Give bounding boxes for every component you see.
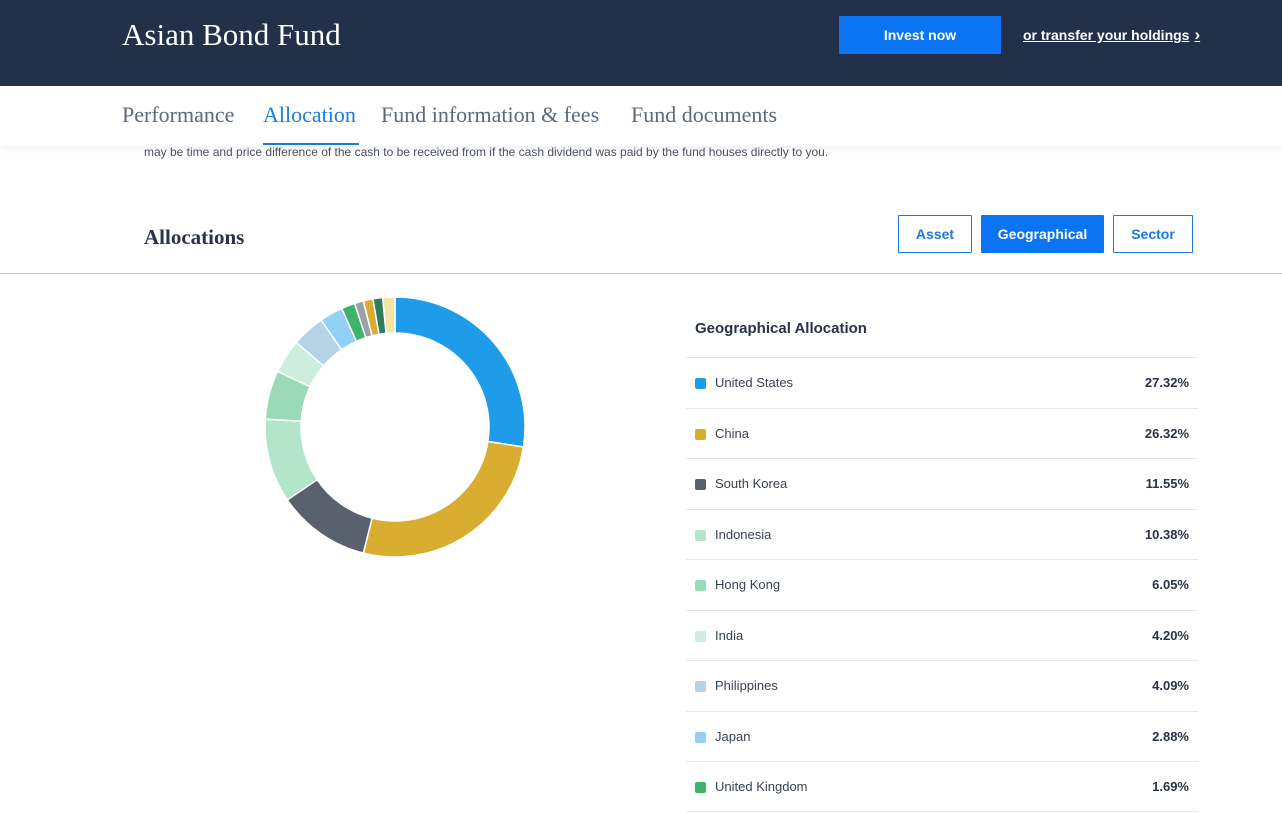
transfer-holdings-link[interactable]: or transfer your holdings › [1023, 24, 1200, 46]
dividend-note: may be time and price difference of the … [144, 145, 829, 159]
legend-row: Japan 2.88% [686, 710, 1198, 762]
legend-row: Hong Kong 6.05% [686, 559, 1198, 610]
legend-value: 1.69% [1152, 779, 1189, 794]
tab-fund-information-fees[interactable]: Fund information & fees [381, 102, 600, 127]
legend-value: 27.32% [1144, 375, 1189, 390]
legend-color-swatch [695, 731, 706, 743]
legend-row: United States 27.32% [686, 357, 1198, 408]
allocation-donut-chart [264, 296, 526, 558]
transfer-holdings-label: or transfer your holdings [1023, 27, 1190, 43]
legend-color-swatch [695, 580, 706, 591]
tab-fund-documents[interactable]: Fund documents [631, 102, 778, 127]
legend-value: 6.05% [1152, 577, 1189, 592]
tab-performance[interactable]: Performance [122, 102, 235, 127]
legend-row: United Kingdom 1.69% [686, 761, 1198, 812]
allocations-heading: Allocations [144, 225, 245, 249]
legend-title: Geographical Allocation [695, 320, 867, 337]
legend-value: 26.32% [1144, 425, 1189, 441]
legend-color-swatch [695, 782, 706, 793]
legend-value: 2.88% [1152, 728, 1189, 744]
legend-label: China [715, 425, 749, 441]
legend-label: United Kingdom [715, 779, 808, 794]
legend-label: United States [715, 375, 794, 390]
tab-bar: Performance Allocation Fund information … [0, 86, 1282, 146]
tab-allocation[interactable]: Allocation [263, 102, 356, 127]
legend-row: Philippines 4.09% [686, 660, 1198, 711]
sector-button[interactable]: Sector [1113, 215, 1193, 253]
legend-label: India [715, 627, 744, 643]
legend-color-swatch [695, 479, 706, 490]
legend-value: 4.09% [1152, 678, 1189, 693]
fund-title: Asian Bond Fund [122, 17, 341, 52]
legend-value: 10.38% [1144, 526, 1189, 542]
legend-label: Hong Kong [715, 577, 781, 592]
asset-button[interactable]: Asset [898, 215, 972, 253]
legend-row: Indonesia 10.38% [686, 508, 1198, 560]
legend-label: Japan [715, 728, 751, 744]
legend-value: 4.20% [1152, 627, 1189, 643]
donut-slice-other [381, 296, 396, 335]
legend-row: South Korea 11.55% [686, 458, 1198, 509]
chevron-right-icon: › [1194, 24, 1201, 44]
section-divider [0, 273, 1282, 274]
allocation-legend: United States 27.32% China 26.32% South Kore… [686, 357, 1198, 812]
legend-row: India 4.20% [686, 609, 1198, 661]
active-tab-indicator [263, 143, 359, 145]
geographical-button[interactable]: Geographical [981, 215, 1104, 253]
invest-now-button[interactable]: Invest now [839, 16, 1001, 54]
legend-value: 11.55% [1145, 476, 1189, 491]
legend-color-swatch [695, 529, 706, 541]
legend-color-swatch [695, 681, 706, 692]
donut-slice-china [362, 440, 525, 558]
legend-label: South Korea [715, 476, 788, 491]
legend-color-swatch [695, 428, 706, 440]
legend-row: China 26.32% [686, 407, 1198, 459]
legend-color-swatch [695, 630, 706, 642]
legend-color-swatch [695, 378, 706, 389]
legend-label: Philippines [715, 678, 778, 693]
legend-label: Indonesia [715, 526, 772, 542]
top-bar: Asian Bond Fund Invest now or transfer y… [0, 0, 1282, 86]
donut-slice-united-states [394, 296, 526, 448]
